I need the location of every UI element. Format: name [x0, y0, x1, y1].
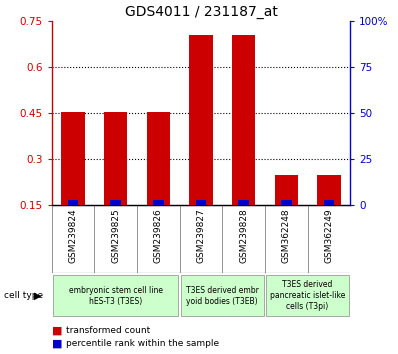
- Title: GDS4011 / 231187_at: GDS4011 / 231187_at: [125, 5, 277, 19]
- Text: ■: ■: [52, 338, 62, 348]
- Bar: [53, 275, 178, 316]
- Text: GSM362249: GSM362249: [324, 209, 334, 263]
- Bar: [317, 175, 341, 205]
- Text: GSM239827: GSM239827: [197, 209, 205, 263]
- Text: embryonic stem cell line
hES-T3 (T3ES): embryonic stem cell line hES-T3 (T3ES): [69, 286, 163, 306]
- Bar: [181, 275, 263, 316]
- Bar: [232, 35, 256, 205]
- Bar: [146, 112, 170, 205]
- Text: GSM239828: GSM239828: [239, 209, 248, 263]
- Bar: [238, 200, 249, 205]
- Bar: [196, 200, 206, 205]
- Text: T3ES derived embr
yoid bodies (T3EB): T3ES derived embr yoid bodies (T3EB): [186, 286, 259, 306]
- Bar: [61, 112, 85, 205]
- Text: GSM239826: GSM239826: [154, 209, 163, 263]
- Text: ▶: ▶: [34, 291, 41, 301]
- Text: T3ES derived
pancreatic islet-like
cells (T3pi): T3ES derived pancreatic islet-like cells…: [270, 280, 345, 311]
- Text: GSM239825: GSM239825: [111, 209, 120, 263]
- Text: transformed count: transformed count: [66, 326, 150, 336]
- Text: cell type: cell type: [4, 291, 43, 300]
- Bar: [275, 175, 298, 205]
- Text: percentile rank within the sample: percentile rank within the sample: [66, 339, 219, 348]
- Bar: [266, 275, 349, 316]
- Bar: [104, 112, 127, 205]
- Text: GSM362248: GSM362248: [282, 209, 291, 263]
- Bar: [324, 200, 334, 205]
- Bar: [68, 200, 78, 205]
- Bar: [189, 35, 213, 205]
- Bar: [110, 200, 121, 205]
- Bar: [281, 200, 292, 205]
- Text: ■: ■: [52, 326, 62, 336]
- Bar: [153, 200, 164, 205]
- Text: GSM239824: GSM239824: [68, 209, 78, 263]
